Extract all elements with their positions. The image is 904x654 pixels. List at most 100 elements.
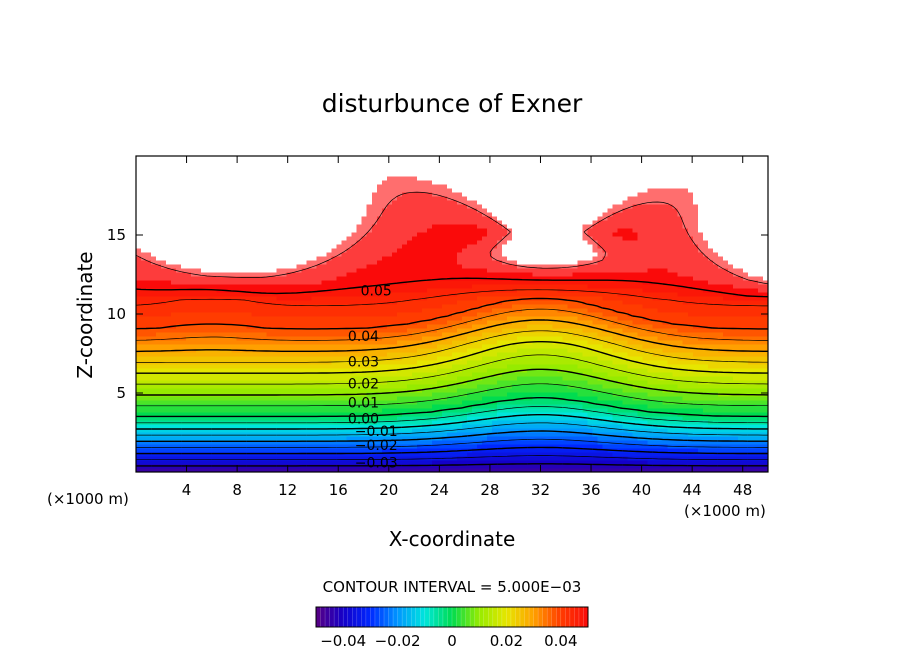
field-cell xyxy=(472,316,478,321)
field-cell xyxy=(366,320,373,325)
field-cell xyxy=(557,408,563,413)
field-cell xyxy=(702,436,709,441)
field-cell xyxy=(316,456,323,461)
field-cell xyxy=(717,376,724,381)
field-cell xyxy=(492,468,498,472)
field-cell xyxy=(426,356,433,361)
field-cell xyxy=(356,424,363,429)
field-cell xyxy=(687,452,694,457)
field-cell xyxy=(687,320,694,325)
field-cell xyxy=(226,420,232,425)
field-cell xyxy=(421,336,428,341)
field-cell xyxy=(251,356,257,361)
field-cell xyxy=(156,428,162,433)
field-cell xyxy=(487,332,493,337)
field-cell xyxy=(667,376,674,381)
field-cell xyxy=(547,376,553,381)
field-cell xyxy=(231,420,237,425)
field-cell xyxy=(441,356,448,361)
field-cell xyxy=(667,344,674,349)
field-cell xyxy=(522,432,528,437)
field-cell xyxy=(411,464,418,469)
field-cell xyxy=(502,408,508,413)
field-cell xyxy=(472,388,478,393)
field-cell xyxy=(462,400,468,405)
field-cell xyxy=(316,368,323,373)
field-cell xyxy=(707,324,714,329)
field-cell xyxy=(321,428,328,433)
field-cell xyxy=(567,420,573,425)
field-cell xyxy=(692,408,699,413)
field-cell xyxy=(512,364,518,369)
field-cell xyxy=(742,364,749,369)
field-cell xyxy=(582,376,589,381)
field-cell xyxy=(421,432,428,437)
field-cell xyxy=(231,376,237,381)
field-cell xyxy=(221,396,227,401)
field-cell xyxy=(421,420,428,425)
field-cell xyxy=(401,452,408,457)
field-cell xyxy=(502,344,508,349)
field-cell xyxy=(176,340,182,345)
field-cell xyxy=(336,400,343,405)
field-cell xyxy=(136,408,142,413)
field-cell xyxy=(597,384,604,389)
field-cell xyxy=(512,324,518,329)
field-cell xyxy=(256,364,262,369)
field-cell xyxy=(607,336,614,341)
field-cell xyxy=(512,352,518,357)
field-cell xyxy=(597,340,604,345)
field-cell xyxy=(341,328,348,333)
field-cell xyxy=(366,380,373,385)
field-cell xyxy=(331,456,338,461)
field-cell xyxy=(722,444,729,449)
field-cell xyxy=(537,332,543,337)
field-cell xyxy=(336,436,343,441)
field-cell xyxy=(361,404,368,409)
field-cell xyxy=(231,444,237,449)
field-cell xyxy=(446,328,453,333)
field-cell xyxy=(752,336,759,341)
field-cell xyxy=(391,316,398,321)
field-cell xyxy=(421,372,428,377)
field-cell xyxy=(477,384,483,389)
field-cell xyxy=(477,404,483,409)
field-cell xyxy=(371,352,378,357)
field-cell xyxy=(271,436,278,441)
field-cell xyxy=(156,396,162,401)
field-cell xyxy=(336,372,343,377)
field-cell xyxy=(196,316,202,321)
field-cell xyxy=(271,444,278,449)
field-cell xyxy=(151,376,157,381)
field-cell xyxy=(321,396,328,401)
field-cell xyxy=(577,356,584,361)
field-cell xyxy=(572,428,578,433)
field-cell xyxy=(507,376,513,381)
field-cell xyxy=(467,320,473,325)
field-cell xyxy=(151,380,157,385)
field-cell xyxy=(537,320,543,325)
field-cell xyxy=(291,372,298,377)
field-cell xyxy=(702,424,709,429)
field-cell xyxy=(647,452,654,457)
field-cell xyxy=(517,440,523,445)
field-cell xyxy=(191,312,197,317)
field-cell xyxy=(472,336,478,341)
field-cell xyxy=(712,432,719,437)
field-cell xyxy=(732,316,739,321)
field-cell xyxy=(326,312,333,317)
field-cell xyxy=(161,396,167,401)
field-cell xyxy=(732,336,739,341)
field-cell xyxy=(597,356,604,361)
field-cell xyxy=(361,320,368,325)
field-cell xyxy=(592,424,599,429)
field-cell xyxy=(522,456,528,461)
field-cell xyxy=(457,352,463,357)
field-cell xyxy=(587,436,594,441)
field-cell xyxy=(216,380,222,385)
field-cell xyxy=(542,352,548,357)
field-cell xyxy=(441,468,448,472)
field-cell xyxy=(151,328,157,333)
field-cell xyxy=(697,440,704,445)
field-cell xyxy=(276,420,283,425)
